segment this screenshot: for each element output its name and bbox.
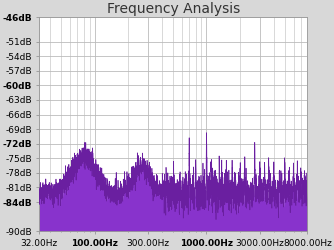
Title: Frequency Analysis: Frequency Analysis (107, 2, 240, 16)
